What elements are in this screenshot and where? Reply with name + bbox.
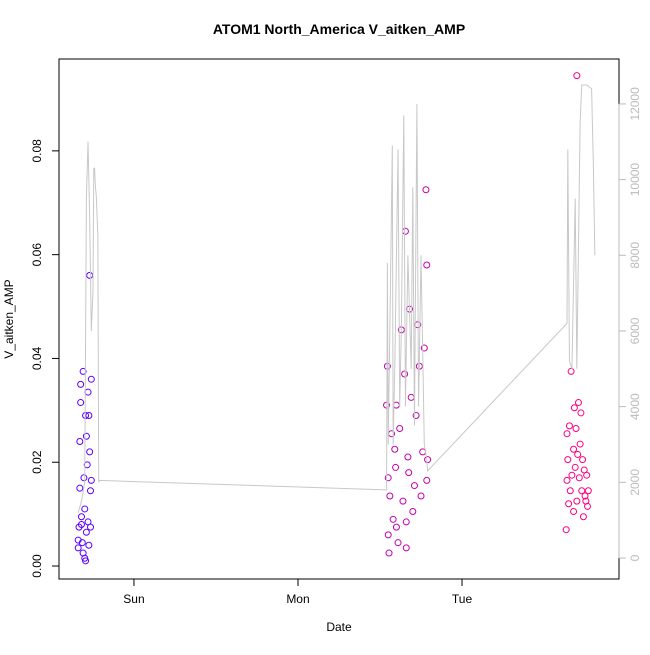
scatter-point — [573, 497, 581, 505]
scatter-point — [78, 539, 86, 547]
scatter-point — [399, 497, 407, 505]
scatter-point — [578, 487, 586, 495]
x-axis-label: Date — [326, 620, 352, 634]
scatter-point — [86, 523, 94, 531]
scatter-point — [567, 367, 575, 375]
scatter-point — [77, 380, 85, 388]
scatter-point — [396, 425, 404, 433]
scatter-point — [574, 450, 582, 458]
scatter-point — [385, 549, 393, 557]
x-tick-label: Mon — [286, 592, 309, 606]
scatter-point — [565, 500, 573, 508]
scatter-point — [85, 541, 93, 549]
y-tick-label: 0.00 — [30, 554, 44, 578]
chart-title: ATOM1 North_America V_aitken_AMP — [213, 21, 465, 37]
y-tick-label: 0.08 — [30, 139, 44, 163]
scatter-point — [423, 476, 431, 484]
scatter-point — [82, 528, 90, 536]
scatter-point — [576, 440, 584, 448]
scatter-point — [577, 409, 585, 417]
scatter-point — [83, 461, 91, 469]
scatter-point — [85, 412, 93, 420]
scatter-point — [412, 412, 420, 420]
scatter-point — [417, 492, 425, 500]
scatter-point — [564, 456, 572, 464]
y2-tick-label: 2000 — [628, 469, 642, 496]
y2-tick-label: 10000 — [628, 163, 642, 197]
scatter-point — [579, 456, 587, 464]
y-tick-label: 0.02 — [30, 450, 44, 474]
x-tick-label: Sun — [123, 592, 144, 606]
scatter-point — [392, 523, 400, 531]
scatter-point — [80, 474, 88, 482]
y2-tick-label: 0 — [628, 554, 642, 561]
y2-tick-label: 4000 — [628, 393, 642, 420]
scatter-point — [570, 404, 578, 412]
scatter-point — [562, 526, 570, 534]
scatter-point — [76, 437, 84, 445]
scatter-point — [575, 474, 583, 482]
scatter-point — [570, 508, 578, 516]
scatter-point — [86, 487, 94, 495]
scatter-point — [74, 544, 82, 552]
scatter-point — [386, 492, 394, 500]
scatter-point — [583, 471, 591, 479]
scatter-point — [420, 344, 428, 352]
y-axis-label: V_aitken_AMP — [2, 279, 16, 358]
scatter-point — [77, 521, 85, 529]
scatter-point — [565, 422, 573, 430]
scatter-point — [571, 463, 579, 471]
scatter-point — [77, 399, 85, 407]
scatter-point — [584, 487, 592, 495]
y-tick-label: 0.04 — [30, 346, 44, 370]
scatter-point — [394, 539, 402, 547]
scatter-point — [82, 557, 90, 565]
scatter-point — [423, 261, 431, 269]
line-series — [77, 84, 596, 513]
scatter-point — [79, 367, 87, 375]
scatter-point — [86, 448, 94, 456]
scatter-point — [401, 370, 409, 378]
scatter-point — [77, 513, 85, 521]
scatter-point — [584, 502, 592, 510]
y2-tick-label: 8000 — [628, 242, 642, 269]
scatter-point — [81, 505, 89, 513]
scatter-point — [410, 482, 418, 490]
scatter-point — [389, 515, 397, 523]
scatter-point — [574, 399, 582, 407]
scatter-point — [87, 476, 95, 484]
scatter-point — [566, 487, 574, 495]
scatter-point — [563, 430, 571, 438]
scatter-point — [391, 445, 399, 453]
y-tick-label: 0.06 — [30, 243, 44, 267]
scatter-point — [404, 453, 412, 461]
scatter-point — [579, 513, 587, 521]
scatter-point — [573, 72, 581, 80]
y2-tick-label: 6000 — [628, 317, 642, 344]
y2-tick-label: 12000 — [628, 87, 642, 121]
scatter-point — [405, 469, 413, 477]
scatter-point — [87, 375, 95, 383]
scatter-point — [402, 544, 410, 552]
scatter-point — [82, 432, 90, 440]
scatter-point — [76, 484, 84, 492]
scatter-point — [409, 508, 417, 516]
scatter-point — [568, 471, 576, 479]
scatter-point — [424, 456, 432, 464]
scatter-point — [581, 492, 589, 500]
scatter-point — [563, 476, 571, 484]
scatter-point — [384, 531, 392, 539]
scatter-point — [384, 474, 392, 482]
x-tick-label: Tue — [452, 592, 473, 606]
scatter-point — [572, 425, 580, 433]
scatter-point — [402, 518, 410, 526]
scatter-point — [392, 463, 400, 471]
scatter-point — [570, 445, 578, 453]
scatter-point — [422, 186, 430, 194]
